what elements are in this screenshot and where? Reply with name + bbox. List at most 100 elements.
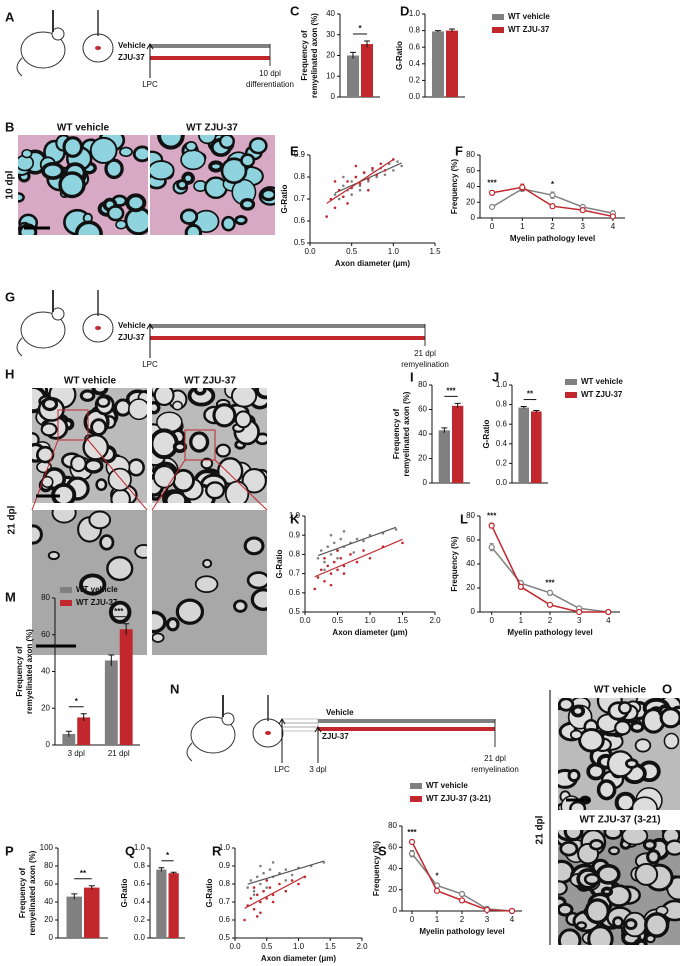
y-tick-label: 80	[44, 861, 53, 870]
axon	[134, 543, 147, 559]
axon	[644, 912, 670, 938]
x-tick-label: 1.5	[325, 942, 337, 951]
error-bar	[158, 867, 165, 872]
axon	[260, 187, 275, 202]
y-tick-label: 60	[388, 842, 397, 851]
lpc-label: LPC	[142, 80, 158, 89]
point	[329, 572, 333, 575]
error-bar	[108, 654, 115, 666]
point	[433, 887, 441, 894]
axon	[587, 925, 614, 945]
x-tick-label: 0.0	[299, 616, 311, 625]
axon	[584, 898, 611, 925]
vehicle-bar	[318, 719, 495, 723]
axon	[558, 880, 568, 896]
y-tick-label: 0	[471, 213, 476, 222]
error-bar	[533, 409, 540, 413]
axon	[659, 707, 680, 729]
point	[255, 915, 259, 918]
legend-label: WT vehicle	[508, 12, 550, 21]
point	[268, 886, 272, 889]
y-tick-label: 20	[44, 915, 53, 924]
axon	[91, 388, 109, 396]
point	[362, 549, 365, 552]
y-tick-label: 0.6	[294, 216, 306, 225]
axon	[184, 223, 203, 235]
y-tick-label: 0.4	[134, 897, 146, 906]
axon	[558, 902, 574, 917]
x-tick-label: 1.0	[293, 942, 305, 951]
axon	[634, 862, 659, 886]
point	[517, 583, 524, 590]
vehicle-label: Vehicle	[118, 41, 146, 50]
axon	[83, 458, 104, 474]
point	[609, 213, 617, 220]
axon	[558, 928, 582, 945]
point	[458, 890, 466, 898]
point	[355, 537, 359, 541]
y-axis-label: remyelinated axon (%)	[28, 850, 37, 935]
axon	[127, 458, 145, 477]
point	[255, 893, 259, 897]
point	[316, 556, 320, 560]
zoom-line	[31, 439, 59, 511]
lesion	[95, 46, 101, 50]
axon	[212, 403, 237, 428]
axon	[241, 468, 267, 494]
point	[579, 207, 586, 214]
axon	[569, 729, 583, 740]
x-tick-label: 0	[489, 616, 494, 625]
panel-label: P	[5, 843, 14, 858]
point	[342, 175, 345, 179]
bar	[84, 887, 100, 938]
y-axis-label: Frequency (%)	[372, 841, 381, 896]
point	[337, 197, 341, 201]
error-bar	[88, 885, 95, 890]
axon	[89, 136, 118, 164]
axon	[150, 160, 175, 181]
error-bar	[449, 28, 455, 33]
y-tick-label: 80	[466, 150, 475, 159]
point	[262, 871, 265, 875]
point	[252, 893, 256, 897]
axon	[250, 588, 267, 611]
point	[323, 560, 326, 564]
point	[271, 900, 275, 904]
micrograph	[152, 510, 267, 655]
drug-label: ZJU-37	[118, 53, 145, 62]
legend-swatch	[565, 392, 577, 398]
point	[333, 193, 337, 196]
point	[350, 193, 353, 196]
point	[358, 182, 362, 185]
point	[458, 897, 466, 904]
axon	[125, 193, 147, 213]
panel-label: A	[5, 9, 15, 24]
y-tick-label: 1.0	[409, 9, 421, 18]
y-tick-label: 100	[40, 843, 54, 852]
legend-label: WT ZJU-37	[508, 25, 550, 34]
legend-label: WT vehicle	[76, 585, 118, 594]
x-axis-label: Axon diameter (μm)	[335, 259, 410, 268]
panel-label: H	[5, 366, 14, 381]
point	[290, 873, 294, 877]
significance: *	[435, 871, 439, 880]
panel-label: G	[5, 289, 15, 304]
bar	[452, 405, 464, 483]
y-axis-label: G-Ratio	[280, 184, 289, 213]
y-tick-label: 0.6	[496, 419, 508, 428]
axon	[612, 916, 624, 928]
vehicle-label: Vehicle	[326, 708, 354, 717]
point	[549, 192, 556, 199]
error-bar	[170, 871, 177, 875]
y-axis-label: G-Ratio	[120, 878, 129, 907]
point	[367, 188, 370, 192]
point	[339, 556, 343, 560]
y-tick-label: 20	[466, 197, 475, 206]
fit-line	[317, 526, 397, 557]
point	[605, 608, 612, 616]
bar	[77, 717, 91, 745]
lesion	[265, 731, 271, 735]
point	[297, 882, 300, 886]
point	[252, 886, 256, 889]
point	[362, 171, 366, 174]
